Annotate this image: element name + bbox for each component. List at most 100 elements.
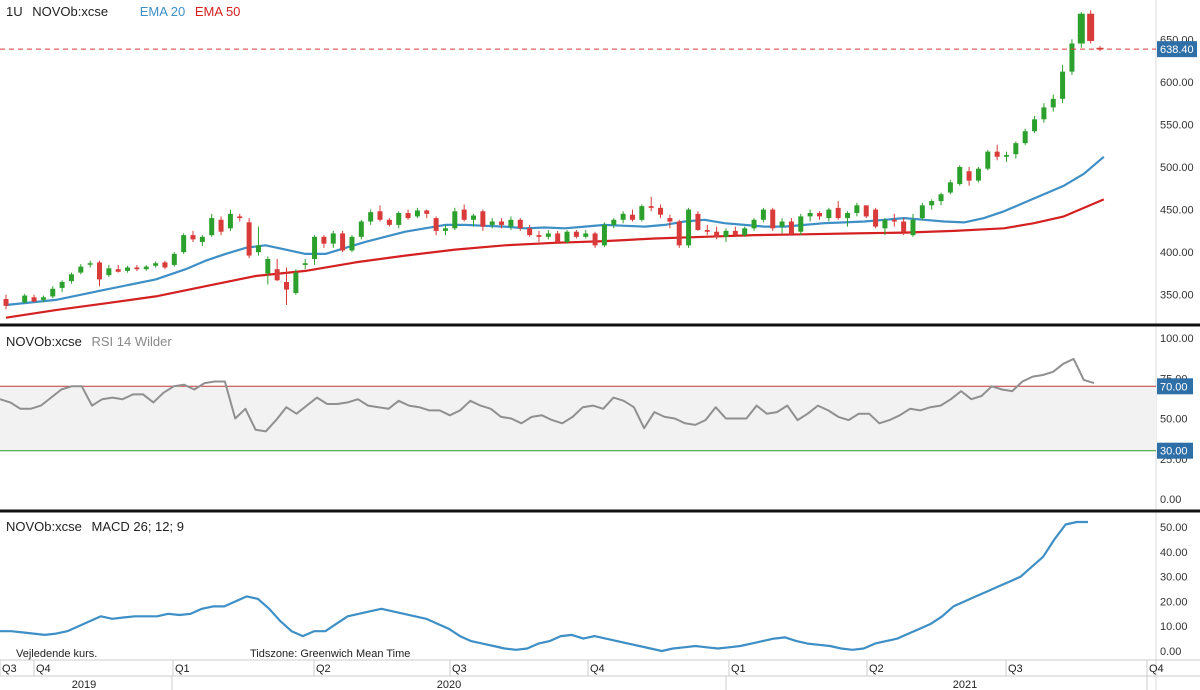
candle-up [312, 236, 318, 259]
candle-up [947, 182, 953, 193]
candle-up [358, 221, 364, 237]
candle-up [227, 213, 233, 229]
rsi-panel-header: NOVOb:xcse RSI 14 Wilder [6, 334, 178, 349]
last-price-group: 638.40 [0, 41, 1197, 58]
candle-up [143, 266, 149, 270]
candle-up [919, 205, 925, 219]
macd-tick-label: 20.00 [1160, 596, 1188, 608]
macd-symbol-label[interactable]: NOVOb:xcse [6, 519, 82, 534]
rsi-tick-label: 0.00 [1160, 494, 1181, 506]
candle-up [1069, 43, 1075, 72]
candle-up [882, 219, 888, 229]
candle-up [508, 219, 514, 227]
symbol-label[interactable]: NOVOb:xcse [32, 4, 109, 19]
rsi-line [0, 357, 1095, 433]
candlestick-series [3, 10, 1104, 310]
candle-up [199, 236, 205, 242]
ema50-legend[interactable]: EMA 50 [194, 4, 241, 19]
candle-up [798, 216, 804, 232]
candle-up [59, 281, 65, 288]
candle-up [396, 212, 402, 225]
candle-down [115, 269, 121, 272]
candle-up [106, 268, 112, 276]
candle-down [405, 212, 411, 219]
ema20-legend[interactable]: EMA 20 [139, 4, 186, 19]
price-y-axis: 350.00400.00450.00500.00550.00600.00650.… [1160, 34, 1194, 301]
macd-tick-label: 50.00 [1160, 522, 1188, 534]
candle-down [340, 233, 346, 251]
quarter-label: Q4 [1149, 663, 1164, 675]
candle-up [368, 212, 374, 222]
macd-tick-label: 30.00 [1160, 572, 1188, 584]
candle-up [489, 221, 495, 225]
candle-down [433, 218, 439, 231]
candle-down [704, 230, 710, 232]
candle-up [1050, 98, 1056, 108]
rsi-oversold-tag [1157, 442, 1193, 459]
rsi-band [0, 386, 1156, 451]
candle-up [78, 266, 84, 273]
rsi-symbol-label[interactable]: NOVOb:xcse [6, 334, 82, 349]
candle-down [134, 267, 140, 270]
candle-down [873, 209, 879, 227]
candle-down [377, 211, 383, 220]
candle-down [714, 231, 720, 237]
candle-down [658, 207, 664, 215]
price-tick-label: 350.00 [1160, 290, 1194, 302]
rsi-indicator-label[interactable]: RSI 14 Wilder [91, 334, 172, 349]
candle-up [751, 219, 757, 229]
candle-up [471, 215, 477, 220]
last-price-text: 638.40 [1160, 44, 1194, 56]
candle-up [442, 228, 448, 231]
candle-down [695, 213, 701, 231]
candle-up [620, 213, 626, 220]
candle-up [564, 231, 570, 242]
rsi-oversold-tag-text: 30.00 [1160, 446, 1188, 458]
candle-down [966, 171, 972, 181]
quarter-label: Q3 [452, 663, 467, 675]
candle-down [424, 210, 430, 214]
x-axis: Q3 Q4 Q1 Q2 Q3 Q4 Q1 Q2 Q3 Q4 2019 2020 2021 [0, 660, 1164, 690]
quarter-label: Q4 [590, 663, 605, 675]
candle-up [807, 212, 813, 217]
candle-down [994, 151, 1000, 157]
candle-up [611, 219, 617, 225]
rsi-level-tags: 70.00 30.00 [1157, 378, 1193, 459]
macd-tick-label: 0.00 [1160, 646, 1181, 658]
macd-line-group [0, 520, 1088, 653]
candle-up [414, 210, 420, 217]
candle-down [321, 236, 327, 244]
candle-down [190, 235, 196, 240]
candle-down [667, 218, 673, 222]
macd-indicator-label[interactable]: MACD 26; 12; 9 [91, 519, 184, 534]
candle-down [592, 233, 598, 246]
macd-tick-label: 10.00 [1160, 621, 1188, 633]
candle-up [583, 233, 589, 237]
rsi-tick-label: 50.00 [1160, 414, 1188, 426]
price-tick-label: 600.00 [1160, 77, 1194, 89]
interval-label[interactable]: 1U [6, 4, 23, 19]
candle-down [835, 207, 841, 219]
quarter-label: Q3 [1008, 663, 1023, 675]
candle-up [1022, 131, 1028, 144]
candle-up [302, 263, 308, 265]
candle-up [779, 221, 785, 227]
candle-down [274, 269, 280, 281]
ema50-line-group [5, 198, 1105, 319]
candle-down [480, 211, 486, 227]
rsi-tick-label: 100.00 [1160, 333, 1194, 345]
candle-down [386, 219, 392, 225]
candle-down [284, 281, 290, 290]
footer-note: Vejledende kurs. [16, 648, 98, 660]
price-tick-label: 450.00 [1160, 205, 1194, 217]
candle-up [1077, 13, 1085, 44]
candle-up [87, 263, 93, 265]
candle-down [536, 235, 542, 237]
candle-down [863, 205, 869, 217]
candle-up [68, 274, 74, 282]
candle-down [527, 228, 533, 236]
candle-up [938, 194, 944, 202]
candle-up [40, 297, 46, 300]
